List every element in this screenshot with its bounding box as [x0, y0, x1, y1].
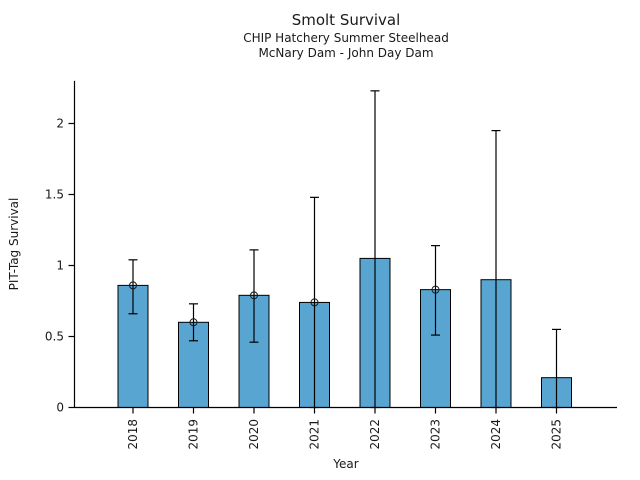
x-tick-label-2024: 2024: [489, 419, 503, 450]
y-tick-label-1: 1: [56, 259, 64, 273]
x-tick-label-2023: 2023: [429, 419, 443, 450]
chart-title: Smolt Survival: [291, 11, 401, 29]
x-tick-label-2020: 2020: [247, 419, 261, 450]
y-tick-label-0: 0: [56, 401, 64, 415]
y-tick-label-2: 2: [56, 117, 64, 131]
y-tick-label-0.5: 0.5: [45, 330, 64, 344]
point-marker-2020: [250, 291, 258, 300]
point-marker-2023: [431, 285, 440, 294]
x-tick-label-2018: 2018: [126, 419, 140, 450]
point-marker-2019: [189, 318, 198, 327]
x-tick-label-2019: 2019: [187, 419, 201, 450]
point-marker-2018: [129, 281, 137, 290]
y-tick-label-1.5: 1.5: [45, 188, 64, 202]
x-axis-label: Year: [333, 457, 359, 471]
x-tick-label-2021: 2021: [308, 419, 322, 450]
point-marker-2021: [310, 298, 319, 307]
x-tick-label-2025: 2025: [550, 419, 564, 450]
y-axis-label: PIT-Tag Survival: [7, 197, 21, 291]
chart-subtitle-reach: McNary Dam - John Day Dam: [258, 46, 434, 60]
x-tick-label-2022: 2022: [368, 419, 382, 450]
chart-subtitle-stock: CHIP Hatchery Summer Steelhead: [243, 31, 449, 45]
